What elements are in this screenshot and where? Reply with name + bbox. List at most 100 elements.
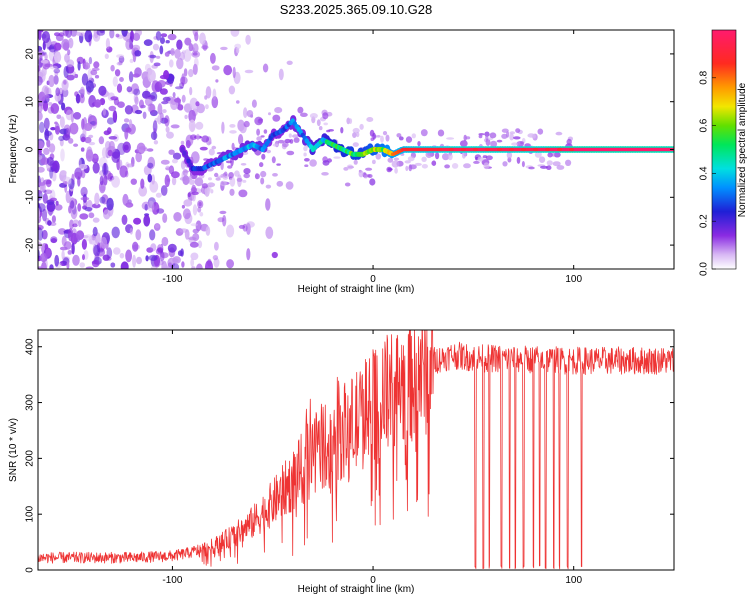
noise-blob <box>435 152 440 160</box>
noise-blob <box>43 189 53 195</box>
noise-blob <box>463 134 467 142</box>
noise-blob <box>112 76 118 87</box>
noise-blob <box>74 73 79 79</box>
noise-blob <box>108 136 118 140</box>
noise-blob <box>96 30 106 36</box>
noise-blob <box>179 228 188 233</box>
noise-blob <box>246 248 251 261</box>
noise-blob <box>80 136 86 143</box>
noise-blob <box>365 167 373 171</box>
noise-blob <box>168 149 175 155</box>
noise-blob <box>92 162 100 174</box>
noise-blob <box>119 77 124 82</box>
noise-blob <box>208 148 215 156</box>
noise-blob <box>372 159 376 165</box>
noise-blob <box>49 166 54 179</box>
noise-blob <box>385 134 390 142</box>
noise-blob <box>113 247 121 255</box>
noise-blob <box>135 30 142 37</box>
y-tick-label: 20 <box>25 48 36 60</box>
noise-blob <box>363 175 368 179</box>
noise-blob <box>79 213 89 220</box>
noise-blob <box>340 127 344 134</box>
noise-blob <box>151 174 156 185</box>
noise-blob <box>92 203 101 209</box>
noise-blob <box>126 163 135 168</box>
noise-blob <box>243 173 250 179</box>
noise-blob <box>344 182 351 187</box>
noise-blob <box>546 160 553 166</box>
noise-blob <box>348 118 353 124</box>
noise-blob <box>238 224 246 229</box>
noise-blob <box>369 178 376 186</box>
noise-blob <box>212 255 219 261</box>
noise-blob <box>165 40 170 44</box>
colorbar-label: Normalized spectral amplitude <box>737 82 748 217</box>
ridge-core <box>184 154 189 160</box>
noise-blob <box>223 65 233 76</box>
noise-blob <box>509 133 514 141</box>
noise-blob <box>531 133 536 139</box>
noise-blob <box>129 227 133 235</box>
noise-blob <box>355 131 360 138</box>
ridge-peak <box>569 147 575 152</box>
noise-blob <box>553 152 561 158</box>
noise-blob <box>511 142 518 146</box>
noise-blob <box>556 165 565 170</box>
noise-blob <box>182 169 188 176</box>
noise-blob <box>195 220 202 232</box>
noise-blob <box>107 127 112 135</box>
noise-blob <box>228 85 236 95</box>
noise-blob <box>506 151 513 159</box>
noise-blob <box>99 175 104 186</box>
noise-blob <box>190 252 199 261</box>
noise-blob <box>183 68 188 77</box>
noise-blob <box>187 192 191 198</box>
noise-blob <box>420 129 428 137</box>
noise-blob <box>51 215 57 224</box>
noise-blob <box>465 136 471 140</box>
noise-blob <box>55 87 60 97</box>
noise-blob <box>501 133 508 139</box>
noise-blob <box>473 160 480 164</box>
noise-blob <box>210 52 216 64</box>
noise-blob <box>134 109 143 115</box>
noise-blob <box>147 162 154 169</box>
noise-blob <box>243 120 250 128</box>
noise-blob <box>55 125 60 135</box>
noise-blob <box>521 161 525 168</box>
noise-blob <box>229 124 236 128</box>
noise-blob <box>189 97 198 110</box>
noise-blob <box>282 142 289 148</box>
noise-blob <box>215 177 221 181</box>
noise-blob <box>74 167 83 180</box>
noise-blob <box>188 179 195 185</box>
noise-blob <box>80 196 90 201</box>
noise-blob <box>111 151 121 163</box>
noise-blob <box>81 73 89 86</box>
noise-blob <box>107 149 113 157</box>
noise-blob <box>102 254 110 261</box>
colorbar-tick-label: 0.4 <box>699 166 710 180</box>
noise-blob <box>45 248 51 258</box>
noise-blob <box>496 139 503 143</box>
noise-blob <box>251 99 257 108</box>
y-tick-label: 300 <box>25 394 36 411</box>
noise-blob <box>54 51 62 63</box>
noise-blob <box>387 168 393 171</box>
noise-blob <box>66 127 70 136</box>
noise-blob <box>181 261 185 268</box>
noise-blob <box>165 126 170 133</box>
noise-blob <box>278 68 284 81</box>
noise-blob <box>153 140 159 145</box>
noise-blob <box>367 174 373 178</box>
noise-blob <box>240 163 247 166</box>
noise-blob <box>68 138 74 144</box>
noise-blob <box>152 43 160 51</box>
noise-blob <box>161 236 169 247</box>
noise-blob <box>38 203 46 213</box>
noise-blob <box>108 105 117 112</box>
noise-blob <box>88 56 93 65</box>
noise-blob <box>181 50 187 54</box>
